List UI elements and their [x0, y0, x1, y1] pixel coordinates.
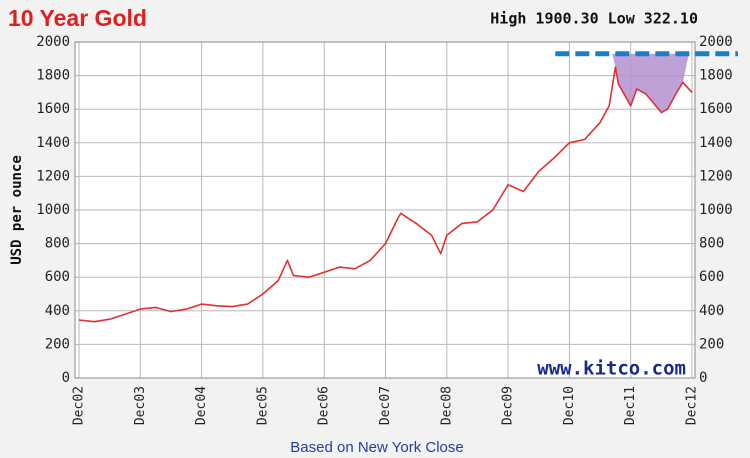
x-tick-label: Dec07 [378, 386, 393, 425]
y-tick-label: 400 [45, 303, 70, 319]
y-tick-label: 800 [45, 236, 70, 252]
price-line [78, 66, 693, 323]
watermark: www.kitco.com [537, 358, 686, 380]
highlight-area [612, 53, 689, 113]
y-tick-label: 1200 [36, 168, 70, 184]
x-tick-label: Dec11 [623, 386, 638, 425]
y-tick-label: 2000 [36, 34, 70, 50]
x-tick-label: Dec06 [317, 386, 332, 425]
y-tick-label: 1400 [36, 135, 70, 151]
footer: Based on New York Close [290, 439, 463, 456]
x-tick-label: Dec03 [133, 386, 148, 425]
y2-tick-label: 1000 [699, 202, 733, 218]
chart-title: 10 Year Gold [8, 5, 147, 31]
plot-frame [74, 41, 696, 379]
x-tick-label: Dec10 [562, 386, 577, 425]
y2-tick-label: 800 [699, 236, 724, 252]
plot-layer [75, 41, 695, 379]
y2-tick-label: 400 [699, 303, 724, 319]
y2-tick-label: 200 [699, 336, 724, 352]
y-tick-label: 1000 [36, 202, 70, 218]
y2-tick-label: 0 [699, 370, 707, 386]
y-tick-label: 0 [62, 370, 70, 386]
y-tick-label: 1800 [36, 68, 70, 84]
y2-tick-label: 2000 [699, 34, 733, 50]
x-tick-label: Dec02 [72, 386, 87, 425]
y2-tick-label: 1800 [699, 68, 733, 84]
y2-tick-label: 1200 [699, 168, 733, 184]
y-axis-title: USD per ounce [9, 155, 25, 265]
y-tick-label: 600 [45, 269, 70, 285]
y2-tick-label: 600 [699, 269, 724, 285]
y2-tick-label: 1600 [699, 101, 733, 117]
x-tick-label: Dec04 [194, 386, 209, 425]
y-tick-label: 1600 [36, 101, 70, 117]
subtitle: High 1900.30 Low 322.10 [490, 10, 698, 28]
x-tick-label: Dec09 [501, 386, 516, 425]
x-tick-label: Dec08 [439, 386, 454, 425]
x-tick-label: Dec05 [255, 386, 270, 425]
y2-tick-label: 1400 [699, 135, 733, 151]
y-tick-label: 200 [45, 336, 70, 352]
x-tick-label: Dec12 [685, 386, 700, 425]
